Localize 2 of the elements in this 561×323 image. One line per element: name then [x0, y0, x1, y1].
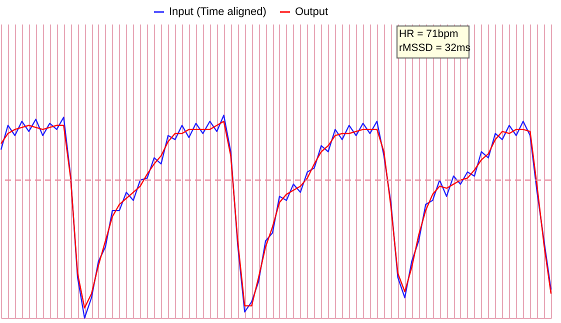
legend-label: Output — [295, 6, 328, 18]
legend-label: Input (Time aligned) — [169, 6, 266, 18]
